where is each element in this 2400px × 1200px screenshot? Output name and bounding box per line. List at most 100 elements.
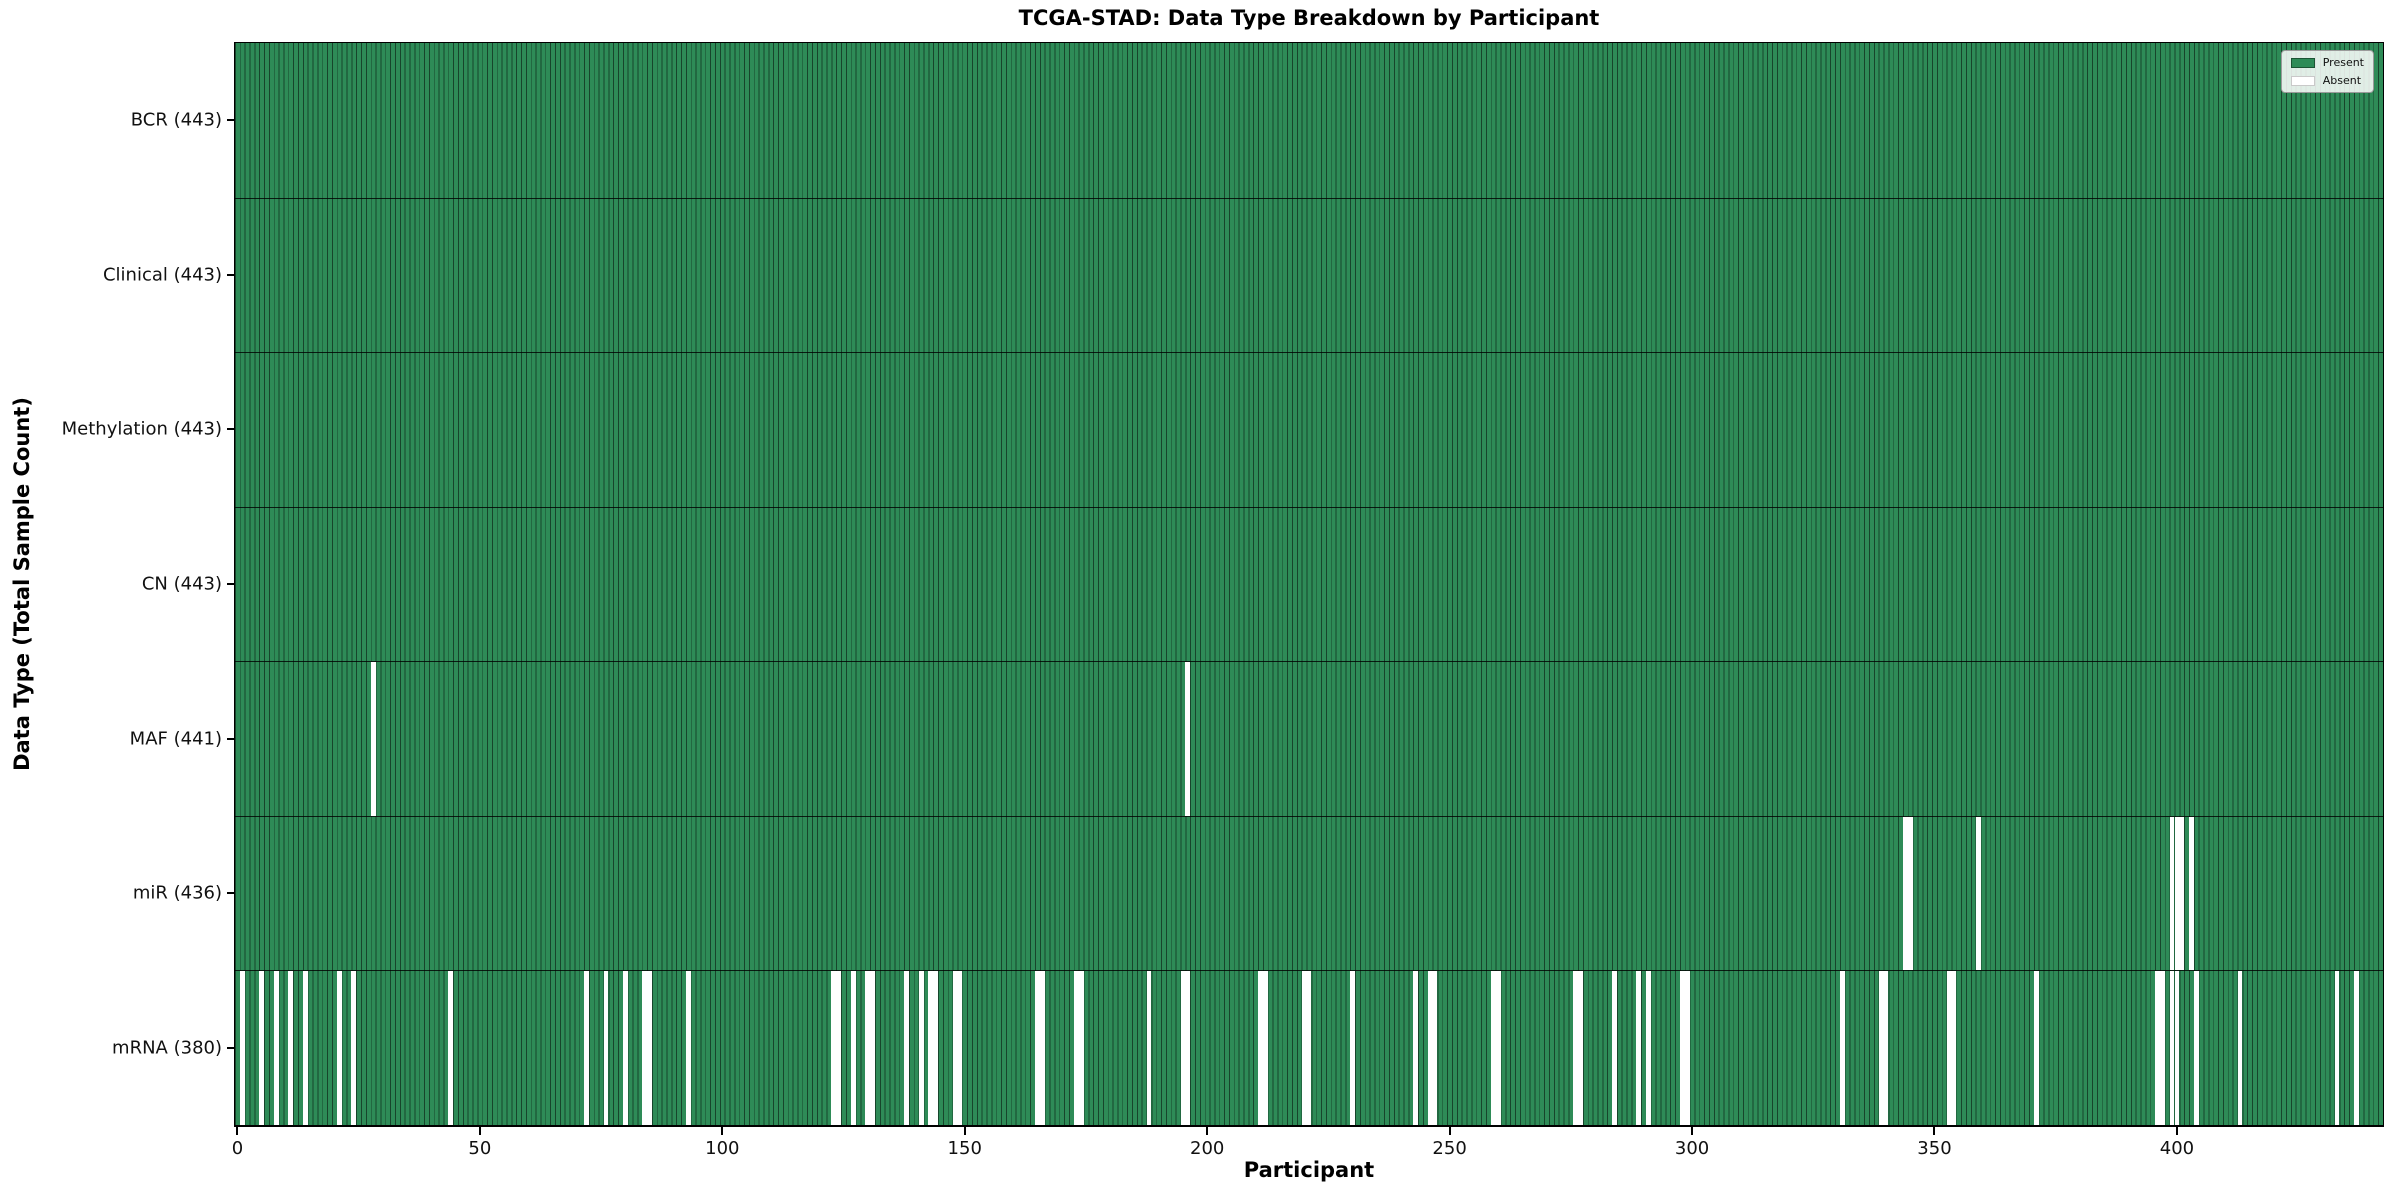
absent-bar-mRNA-p8: [273, 971, 279, 1125]
absent-bar-mRNA-p247: [1432, 971, 1438, 1125]
absent-bar-mRNA-p123: [831, 971, 837, 1125]
absent-bar-mRNA-p80: [622, 971, 628, 1125]
absent-bar-mRNA-p127: [850, 971, 856, 1125]
row-miR: [235, 815, 2383, 971]
absent-bar-mRNA-p437: [2353, 971, 2359, 1125]
x-tick-mark: [2175, 1127, 2178, 1135]
absent-bar-mRNA-p211: [1258, 971, 1263, 1125]
x-tick-label-400: 400: [2159, 1138, 2195, 1159]
chart-title: TCGA-STAD: Data Type Breakdown by Partic…: [1018, 6, 1600, 30]
absent-bar-MAF-p28: [370, 662, 376, 816]
absent-bar-miR-p400: [2174, 816, 2180, 971]
legend-item-present: Present: [2290, 56, 2364, 69]
absent-bar-miR-p344: [1902, 816, 1908, 971]
x-tick-label-50: 50: [468, 1138, 492, 1159]
absent-bar-mRNA-p143: [928, 971, 934, 1125]
x-tick-mark: [478, 1127, 481, 1135]
x-tick-label-100: 100: [705, 1138, 740, 1159]
y-tick-label-Methylation: Methylation (443): [61, 418, 222, 440]
row-mRNA: [235, 970, 2383, 1125]
absent-swatch-icon: [2290, 75, 2315, 86]
x-tick-mark: [1933, 1127, 1936, 1135]
absent-bar-mRNA-p138: [904, 971, 909, 1125]
absent-bar-mRNA-p141: [918, 971, 924, 1125]
absent-bar-mRNA-p276: [1573, 971, 1579, 1125]
absent-bar-mRNA-p289: [1636, 971, 1642, 1125]
absent-bar-miR-p399: [2169, 816, 2175, 971]
absent-bar-mRNA-p24: [351, 971, 357, 1125]
absent-bar-mRNA-p277: [1578, 971, 1583, 1125]
y-tick-mark: [227, 1046, 234, 1049]
x-tick-mark: [963, 1127, 966, 1135]
y-tick-mark: [227, 428, 234, 431]
y-tick-label-miR: miR (436): [132, 882, 222, 904]
x-tick-label-350: 350: [1917, 1138, 1952, 1159]
absent-bar-mRNA-p284: [1612, 971, 1617, 1125]
absent-bar-mRNA-p85: [647, 971, 652, 1125]
absent-bar-mRNA-p400: [2174, 971, 2180, 1125]
x-tick-mark: [1206, 1127, 1209, 1135]
absent-bar-mRNA-p131: [870, 971, 876, 1125]
absent-bar-mRNA-p331: [1839, 971, 1845, 1125]
absent-bar-mRNA-p220: [1301, 971, 1307, 1125]
y-tick-label-CN: CN (443): [141, 573, 222, 595]
absent-bar-miR-p401: [2179, 816, 2185, 971]
absent-bar-mRNA-p291: [1645, 971, 1651, 1125]
absent-bar-mRNA-p124: [836, 971, 842, 1125]
x-tick-mark: [721, 1127, 724, 1135]
absent-bar-MAF-p196: [1185, 662, 1191, 816]
absent-bar-mRNA-p339: [1878, 971, 1884, 1125]
absent-bar-mRNA-p166: [1039, 971, 1045, 1125]
absent-bar-mRNA-p11: [288, 971, 294, 1125]
absent-bar-mRNA-p1: [239, 971, 245, 1125]
absent-bar-mRNA-p433: [2334, 971, 2340, 1125]
row-CN: [235, 506, 2383, 662]
absent-bar-mRNA-p399: [2169, 971, 2175, 1125]
y-tick-label-BCR: BCR (443): [130, 109, 222, 131]
legend: Present Absent: [2280, 50, 2374, 93]
plot-area: Present Absent: [234, 42, 2384, 1127]
absent-bar-mRNA-p196: [1185, 971, 1191, 1125]
absent-bar-mRNA-p149: [957, 971, 963, 1125]
y-tick-mark: [227, 119, 234, 122]
absent-bar-mRNA-p174: [1078, 971, 1084, 1125]
legend-item-absent: Absent: [2290, 74, 2364, 87]
absent-bar-mRNA-p195: [1180, 971, 1186, 1125]
absent-bar-mRNA-p404: [2193, 971, 2199, 1125]
row-Methylation: [235, 352, 2383, 507]
row-BCR: [235, 43, 2383, 198]
absent-bar-mRNA-p246: [1427, 971, 1433, 1125]
y-tick-mark: [227, 583, 234, 585]
y-tick-mark: [227, 273, 234, 276]
present-swatch-icon: [2290, 57, 2315, 68]
x-tick-mark: [1448, 1127, 1451, 1135]
absent-bar-miR-p345: [1907, 816, 1913, 971]
absent-bar-mRNA-p173: [1073, 971, 1079, 1125]
absent-bar-mRNA-p353: [1946, 971, 1952, 1125]
absent-bar-mRNA-p413: [2237, 971, 2243, 1125]
absent-bar-mRNA-p21: [336, 971, 342, 1125]
absent-bar-mRNA-p397: [2159, 971, 2165, 1125]
absent-bar-mRNA-p371: [2033, 971, 2039, 1125]
y-tick-label-MAF: MAF (441): [129, 728, 222, 750]
y-tick-label-mRNA: mRNA (380): [112, 1037, 222, 1059]
absent-bar-mRNA-p165: [1035, 971, 1040, 1125]
absent-bar-mRNA-p188: [1146, 971, 1152, 1125]
absent-bar-mRNA-p396: [2155, 971, 2160, 1125]
absent-bar-mRNA-p5: [259, 971, 265, 1125]
absent-bar-mRNA-p243: [1413, 971, 1419, 1125]
absent-bar-mRNA-p148: [952, 971, 958, 1125]
legend-absent-label: Absent: [2322, 74, 2362, 87]
absent-bar-mRNA-p84: [642, 971, 648, 1125]
y-tick-mark: [227, 892, 234, 895]
absent-bar-mRNA-p14: [302, 971, 308, 1125]
x-tick-mark: [236, 1127, 239, 1135]
absent-bar-mRNA-p93: [685, 971, 691, 1125]
absent-bar-mRNA-p44: [448, 971, 454, 1125]
absent-bar-miR-p359: [1975, 816, 1981, 971]
row-MAF: [235, 661, 2383, 816]
absent-bar-mRNA-p260: [1495, 971, 1501, 1125]
absent-bar-mRNA-p144: [933, 971, 939, 1125]
absent-bar-mRNA-p130: [865, 971, 871, 1125]
